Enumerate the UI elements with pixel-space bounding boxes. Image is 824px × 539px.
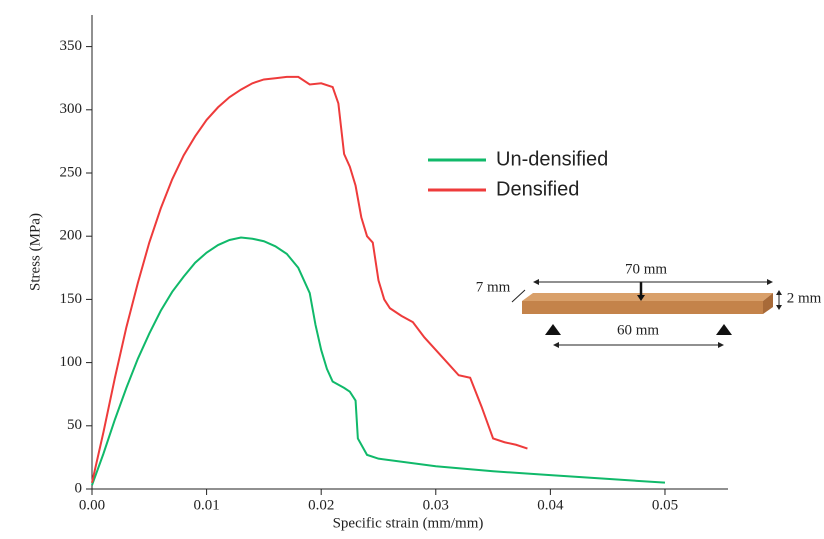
series-line (91, 75, 528, 483)
x-tick-label: 0.01 (193, 497, 219, 513)
support (716, 324, 732, 335)
arrow-head (553, 342, 559, 348)
arrow-head (767, 279, 773, 285)
beam-top (522, 293, 773, 301)
x-tick-label: 0.04 (537, 497, 564, 513)
inset-label: 70 mm (625, 261, 667, 277)
y-tick-label: 100 (60, 354, 83, 370)
y-tick-label: 300 (60, 101, 83, 117)
arrow-head (776, 305, 782, 310)
x-tick-label: 0.03 (423, 497, 449, 513)
x-tick-label: 0.05 (652, 497, 678, 513)
y-tick-label: 50 (67, 417, 82, 433)
load-arrow-head (637, 295, 645, 301)
series-line (91, 236, 666, 486)
y-tick-label: 200 (60, 228, 83, 244)
legend-label: Un-densified (496, 148, 608, 170)
dimension-line (511, 289, 526, 303)
x-tick-label: 0.02 (308, 497, 334, 513)
x-tick-label: 0.00 (79, 497, 105, 513)
arrow-head (533, 279, 539, 285)
legend-label: Densified (496, 178, 579, 200)
beam-side (763, 293, 773, 314)
inset-label: 7 mm (476, 279, 511, 295)
y-axis-label: Stress (MPa) (27, 213, 43, 291)
y-tick-label: 350 (60, 38, 83, 54)
beam-front (522, 301, 763, 314)
x-axis-label: Specific strain (mm/mm) (333, 515, 484, 531)
inset-label: 2 mm (787, 290, 822, 306)
support (545, 324, 561, 335)
inset-diagram: 70 mm 7 mm 2 mm 60 mm (476, 261, 822, 348)
arrow-head (776, 290, 782, 295)
inset-label: 60 mm (617, 322, 659, 338)
y-tick-label: 150 (60, 291, 83, 307)
arrow-head (718, 342, 724, 348)
y-tick-label: 0 (75, 480, 83, 496)
y-tick-label: 250 (60, 164, 83, 180)
